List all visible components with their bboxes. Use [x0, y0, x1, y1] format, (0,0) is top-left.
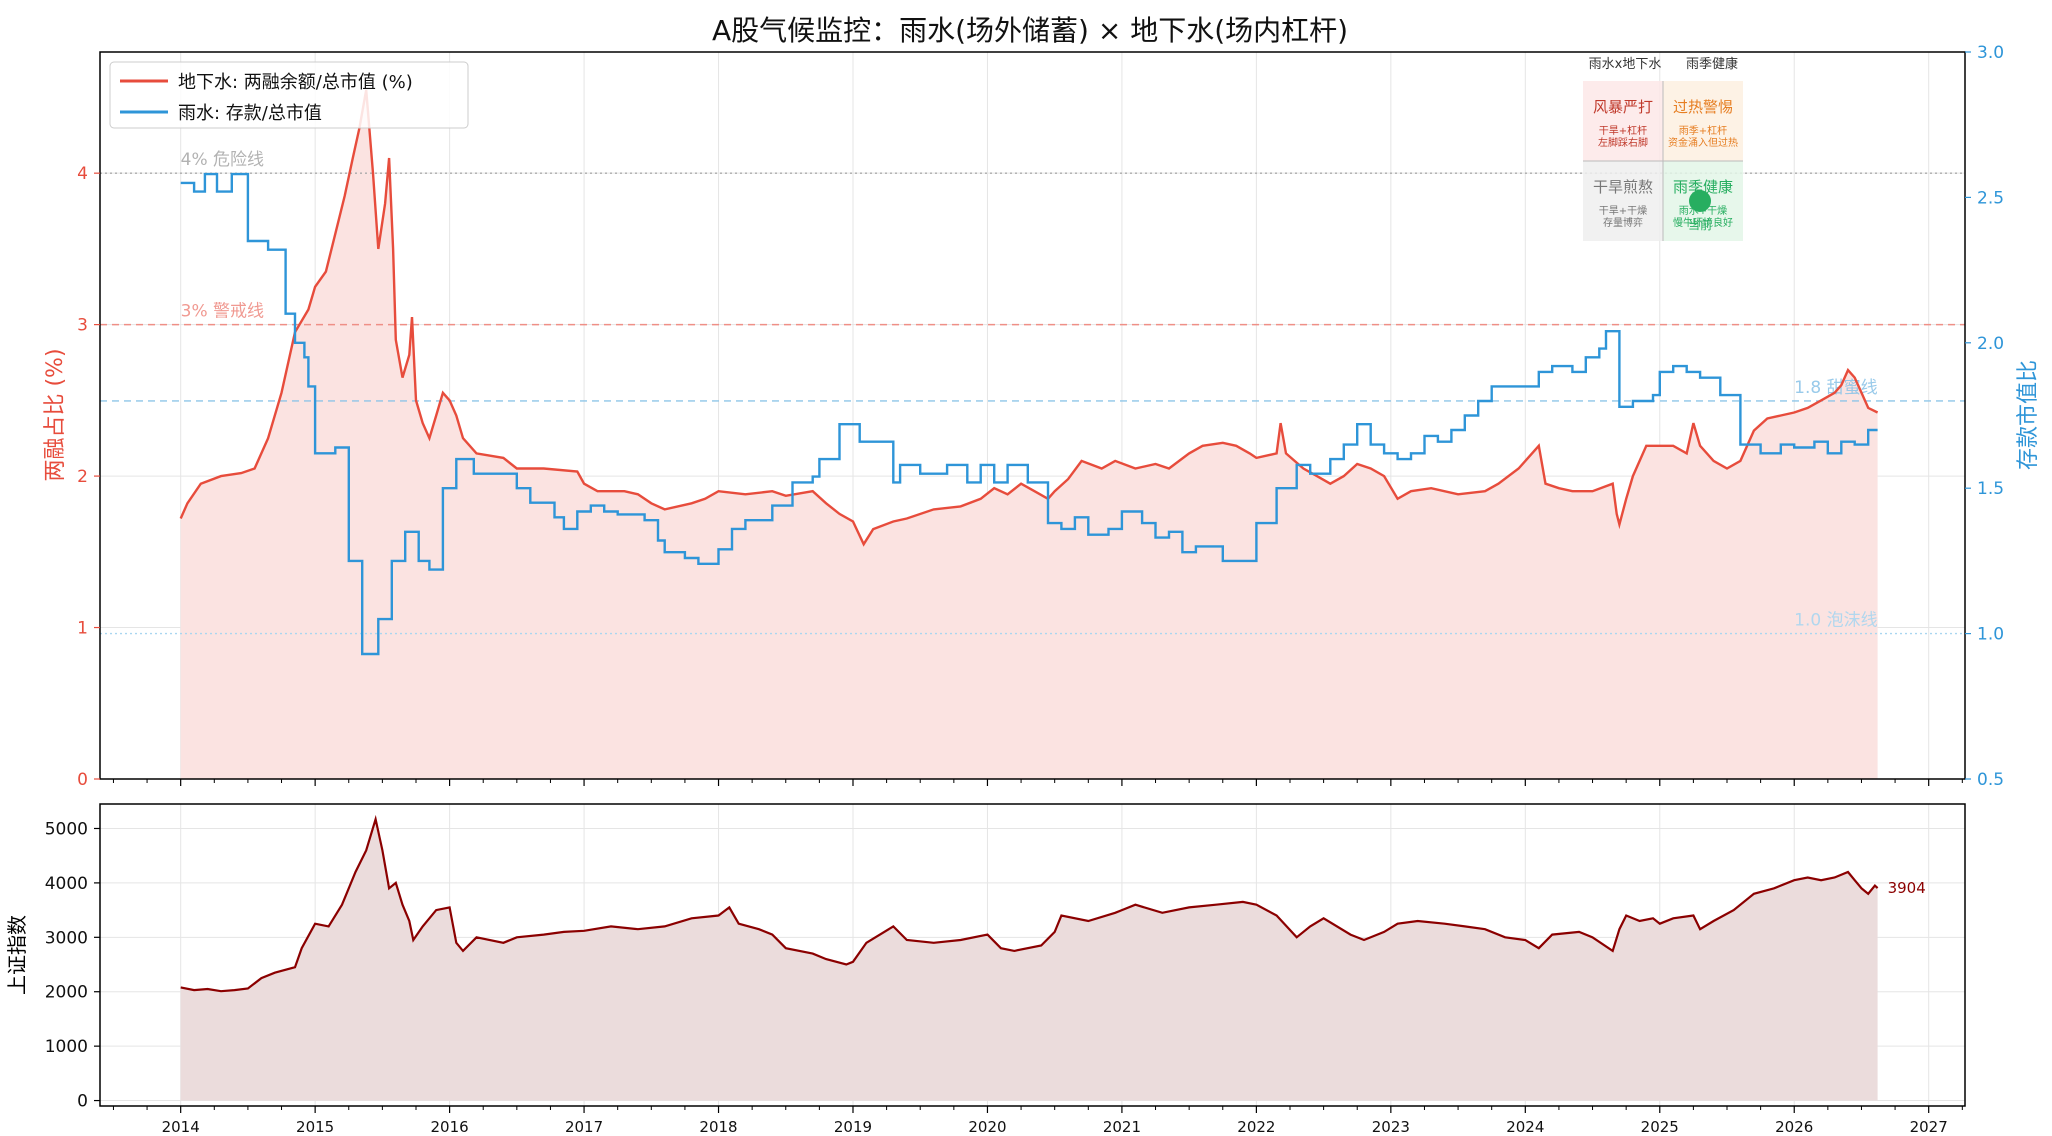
quadrant-overheat-sub1: 雨季+杠杆	[1679, 124, 1727, 137]
legend: 地下水: 两融余额/总市值 (%) 雨水: 存款/总市值	[109, 61, 469, 129]
reference-line-label-3: 1.0 泡沫线	[1794, 611, 1877, 631]
current-position-label: 当前	[1688, 217, 1712, 232]
legend-label-margin: 地下水: 两融余额/总市值 (%)	[178, 72, 413, 93]
right-ytick-label-1.0: 1.0	[1977, 625, 2004, 645]
index-xtick-label-2021: 2021	[1103, 1118, 1141, 1136]
index-last-value-label: 3904	[1888, 879, 1926, 897]
left-ytick-label-3: 3	[77, 316, 88, 336]
main-panel: 4% 危险线 3% 警戒线 1.8 甜蜜线 1.0 泡沫线 0 1 2 3 4 0.5 1.0 1…	[43, 43, 2041, 790]
index-xtick-label-2016: 2016	[431, 1118, 469, 1136]
chart-title: A股气候监控：雨水(场外储蓄) × 地下水(场内杠杆)	[712, 14, 1348, 47]
index-area	[180, 819, 1878, 1101]
deposit-ratio-line	[180, 172, 1878, 656]
index-xtick-label-2026: 2026	[1775, 1118, 1813, 1136]
quadrant-healthy-title: 雨季健康	[1673, 178, 1733, 196]
index-xtick-label-2014: 2014	[162, 1118, 200, 1136]
right-y-axis-label: 存款市值比	[2016, 360, 2041, 470]
index-ytick-label-3000: 3000	[45, 928, 88, 948]
left-y-axis: 0 1 2 3 4	[77, 164, 100, 790]
index-xtick-label-2017: 2017	[565, 1118, 603, 1136]
inset-quadrant: 雨水x地下水 雨季健康 风暴严打 干旱+杠杆 左脚踩右脚 过热警惕 雨季+杠杆 …	[1583, 56, 1743, 241]
legend-box	[109, 61, 469, 129]
index-ytick-label-2000: 2000	[45, 983, 88, 1003]
right-ytick-label-2.0: 2.0	[1977, 334, 2004, 354]
right-y-axis: 0.5 1.0 1.5 2.0 2.5 3.0	[1965, 43, 2004, 790]
index-x-ticks: 2014 2015 2016 2017 2018 2019 2020 2021 2022 2023…	[112, 1106, 1963, 1136]
margin-ratio-area	[180, 89, 1878, 779]
margin-ratio-line	[179, 89, 1879, 547]
index-xtick-label-2027: 2027	[1910, 1118, 1948, 1136]
index-line	[180, 814, 1879, 993]
reference-line-label-0: 4% 危险线	[181, 150, 264, 170]
index-xtick-label-2024: 2024	[1506, 1118, 1544, 1136]
left-ytick-label-2: 2	[77, 467, 88, 487]
reference-line-label-1: 3% 警戒线	[181, 302, 264, 322]
quadrant-overheat-sub2: 资金涌入但过热	[1668, 136, 1738, 149]
inset-header-right: 雨季健康	[1686, 56, 1738, 72]
quadrant-drought-cell	[1583, 161, 1663, 241]
quadrant-storm-cell	[1583, 81, 1663, 161]
index-xtick-label-2025: 2025	[1641, 1118, 1679, 1136]
left-ytick-label-1: 1	[77, 619, 88, 639]
index-xtick-label-2020: 2020	[968, 1118, 1006, 1136]
index-plot-frame	[99, 803, 1966, 1107]
main-plot-frame	[99, 51, 1966, 780]
index-ytick-label-4000: 4000	[45, 874, 88, 894]
quadrant-drought-sub1: 干旱+干燥	[1599, 205, 1647, 217]
quadrant-storm-sub1: 干旱+杠杆	[1599, 124, 1647, 137]
quadrant-storm-title: 风暴严打	[1593, 98, 1653, 116]
quadrant-storm-sub2: 左脚踩右脚	[1598, 136, 1648, 149]
reference-line-label-2: 1.8 甜蜜线	[1794, 378, 1877, 398]
index-y-axis-label: 上证指数	[5, 915, 29, 995]
legend-label-deposit: 雨水: 存款/总市值	[178, 103, 322, 124]
index-xtick-label-2023: 2023	[1372, 1118, 1410, 1136]
index-ytick-label-5000: 5000	[45, 819, 88, 839]
main-x-ticks	[112, 779, 1963, 786]
index-xtick-label-2015: 2015	[296, 1118, 334, 1136]
current-position-marker	[1689, 190, 1711, 212]
right-ytick-label-0.5: 0.5	[1977, 770, 2004, 790]
right-ytick-label-1.5: 1.5	[1977, 479, 2004, 499]
quadrant-drought-title: 干旱煎熬	[1593, 178, 1653, 196]
index-panel: 2014 2015 2016 2017 2018 2019 2020 2021 2022 2023…	[5, 803, 1966, 1136]
right-ytick-label-3.0: 3.0	[1977, 43, 2004, 63]
left-ytick-label-0: 0	[77, 770, 88, 790]
index-xtick-label-2018: 2018	[699, 1118, 737, 1136]
left-ytick-label-4: 4	[77, 164, 88, 184]
left-y-axis-label: 两融占比 (%)	[43, 348, 68, 481]
right-ytick-label-2.5: 2.5	[1977, 188, 2004, 208]
index-y-axis: 0 1000 2000 3000 4000 5000	[45, 819, 100, 1112]
index-ytick-label-1000: 1000	[45, 1037, 88, 1057]
quadrant-drought-sub2: 存量博弈	[1603, 216, 1643, 229]
quadrant-overheat-title: 过热警惕	[1673, 98, 1733, 116]
quadrant-healthy-sub2: 慢牛环境良好	[1673, 216, 1733, 229]
index-xtick-label-2022: 2022	[1237, 1118, 1275, 1136]
index-xtick-label-2019: 2019	[834, 1118, 872, 1136]
quadrant-overheat-cell	[1663, 81, 1743, 161]
inset-header-left: 雨水x地下水	[1589, 57, 1662, 72]
index-ytick-label-0: 0	[77, 1092, 88, 1112]
